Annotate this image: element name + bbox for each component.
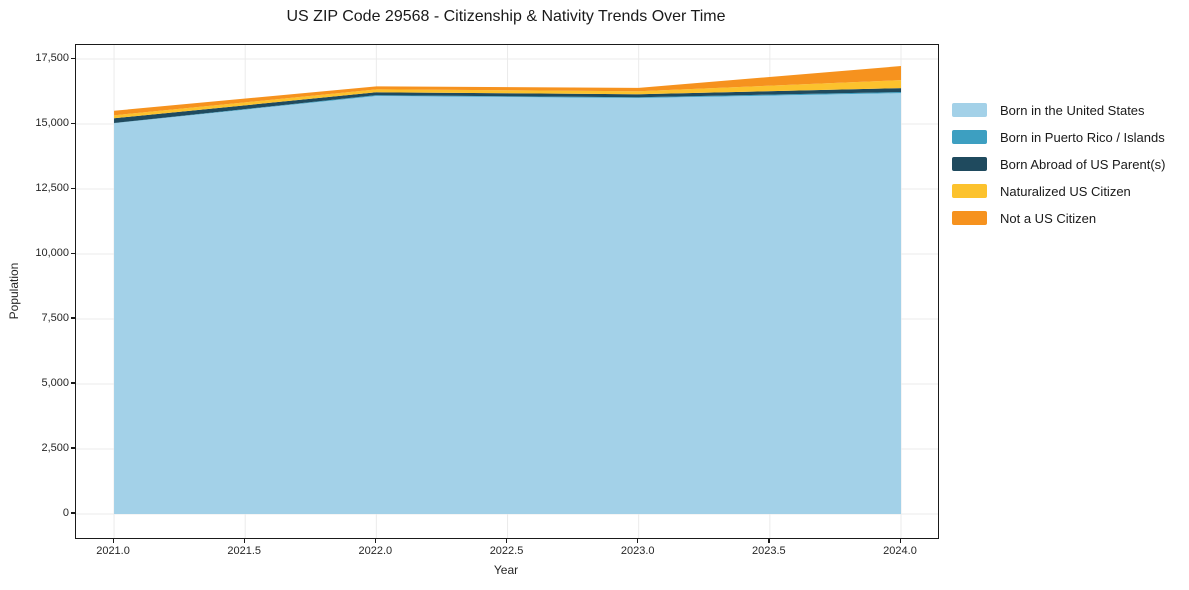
legend-swatch — [952, 103, 987, 117]
y-axis-label: Population — [7, 262, 21, 320]
y-tick-mark — [71, 122, 75, 124]
y-tick-mark — [71, 512, 75, 514]
y-tick-label: 2,500 — [41, 441, 69, 454]
plot-area — [75, 44, 939, 539]
x-tick-label: 2021.0 — [96, 545, 130, 557]
legend-label: Naturalized US Citizen — [1000, 183, 1131, 199]
y-tick-mark — [71, 447, 75, 449]
y-tick-label: 17,500 — [35, 52, 69, 65]
legend-label: Not a US Citizen — [1000, 210, 1097, 226]
chart-canvas — [76, 45, 938, 538]
y-tick-mark — [71, 57, 75, 59]
legend-item-born-in-the-united-states: Born in the United States — [952, 102, 1165, 118]
legend-label: Born in Puerto Rico / Islands — [1000, 129, 1165, 145]
x-tick-mark — [506, 538, 508, 543]
x-tick-label: 2021.5 — [227, 545, 262, 557]
area-born-in-the-united-states — [114, 93, 902, 514]
legend-swatch — [952, 211, 987, 225]
x-tick-label: 2024.0 — [883, 545, 917, 557]
y-tick-mark — [71, 382, 75, 384]
x-tick-mark — [243, 538, 245, 543]
legend-swatch — [952, 157, 987, 171]
legend-swatch — [952, 130, 987, 144]
y-tick-label: 0 — [62, 506, 69, 519]
x-tick-mark — [637, 538, 639, 543]
legend-item-naturalized-us-citizen: Naturalized US Citizen — [952, 183, 1165, 199]
legend-swatch — [952, 184, 987, 198]
y-tick-label: 12,500 — [35, 182, 69, 194]
x-tick-mark — [374, 538, 377, 543]
x-tick-label: 2022.0 — [358, 545, 393, 557]
x-tick-mark — [768, 538, 770, 543]
legend-item-not-a-us-citizen: Not a US Citizen — [952, 210, 1165, 226]
x-axis-label: Year — [493, 563, 519, 577]
legend-label: Born Abroad of US Parent(s) — [1000, 156, 1166, 172]
legend-item-born-in-puerto-rico-islands: Born in Puerto Rico / Islands — [952, 129, 1165, 145]
x-tick-label: 2023.0 — [620, 545, 655, 557]
legend-label: Born in the United States — [1000, 102, 1145, 118]
x-tick-label: 2023.5 — [752, 545, 786, 557]
legend: Born in the United States Born in Puerto … — [952, 103, 1165, 238]
area-born-abroad-of-us-parent-s — [114, 88, 902, 123]
y-tick-label: 10,000 — [35, 247, 69, 259]
chart-title: US ZIP Code 29568 - Citizenship & Nativi… — [286, 8, 726, 25]
area-naturalized-us-citizen — [114, 80, 902, 119]
x-tick-label: 2022.5 — [489, 545, 524, 557]
y-tick-label: 15,000 — [35, 117, 69, 130]
y-tick-label: 5,000 — [41, 376, 69, 389]
x-tick-mark — [899, 538, 901, 543]
x-tick-mark — [112, 538, 114, 543]
y-tick-label: 7,500 — [41, 311, 69, 324]
y-tick-mark — [71, 252, 75, 254]
y-tick-mark — [71, 187, 75, 189]
legend-item-born-abroad-of-us-parent-s: Born Abroad of US Parent(s) — [952, 156, 1166, 172]
y-tick-mark — [71, 317, 75, 319]
